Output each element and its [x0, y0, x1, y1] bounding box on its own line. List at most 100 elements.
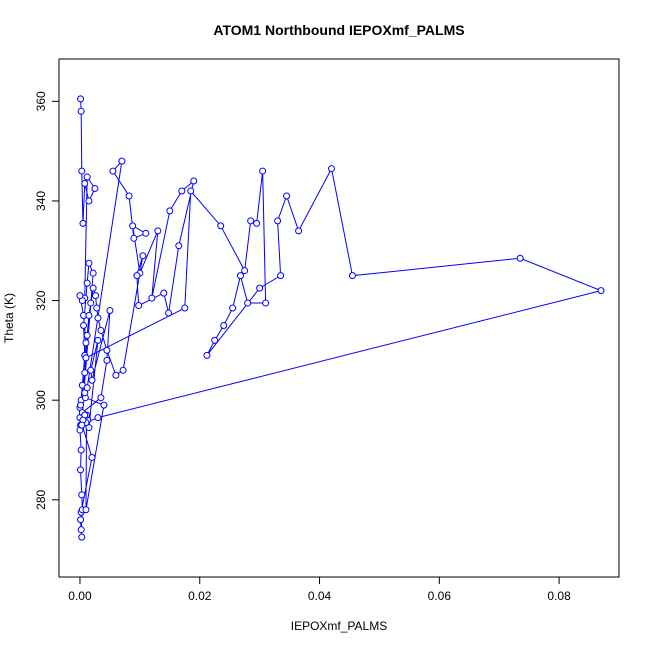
y-axis: 280 300 320 340 360: [34, 91, 60, 510]
data-point: [112, 371, 120, 379]
data-point: [148, 294, 156, 302]
data-point: [100, 401, 108, 409]
data-point: [253, 219, 261, 227]
data-point: [142, 229, 150, 237]
data-point: [119, 366, 127, 374]
data-point: [135, 302, 143, 310]
data-point: [211, 336, 219, 344]
data-point: [181, 304, 189, 312]
data-point: [77, 446, 85, 454]
data-point: [597, 287, 605, 295]
data-point: [92, 292, 100, 300]
data-point: [77, 95, 85, 103]
data-point: [85, 259, 93, 267]
data-point: [203, 351, 211, 359]
data-point: [187, 187, 195, 195]
data-point: [77, 516, 85, 524]
data-point: [190, 177, 198, 185]
data-point: [88, 376, 96, 384]
data-point: [89, 269, 97, 277]
data-point: [82, 339, 90, 347]
data-point: [118, 157, 126, 165]
data-point: [259, 167, 267, 175]
y-axis-label: Theta (K): [2, 293, 16, 343]
data-point: [94, 414, 102, 422]
data-point: [97, 394, 105, 402]
data-point: [85, 312, 93, 320]
data-point: [139, 252, 147, 260]
data-point: [94, 314, 102, 322]
data-point: [81, 369, 89, 377]
x-axis: 0.00 0.02 0.04 0.06 0.08: [68, 576, 571, 603]
data-point: [85, 197, 93, 205]
y-tick-label: 300: [34, 390, 48, 410]
data-point: [82, 506, 90, 514]
data-point: [83, 279, 91, 287]
data-point: [229, 304, 237, 312]
x-axis-label: IEPOXmf_PALMS: [291, 619, 387, 633]
data-point: [91, 185, 99, 192]
data-point: [220, 321, 228, 329]
data-point: [78, 421, 86, 429]
data-point: [77, 466, 85, 474]
y-tick-label: 320: [34, 290, 48, 310]
data-point: [109, 167, 117, 175]
plot-frame: [58, 58, 620, 578]
series-layer: [76, 95, 605, 541]
data-point: [130, 234, 138, 242]
data-point: [175, 242, 183, 250]
data-point: [77, 526, 85, 534]
y-tick-label: 340: [34, 191, 48, 211]
y-tick-label: 360: [34, 91, 48, 111]
data-point: [89, 284, 97, 292]
data-point: [77, 401, 85, 409]
data-point: [274, 217, 282, 225]
data-point: [87, 299, 95, 307]
data-point: [83, 173, 91, 181]
data-point: [256, 284, 264, 292]
data-point: [244, 299, 252, 307]
x-tick-label: 0.06: [428, 589, 452, 603]
data-point: [77, 107, 85, 115]
chart-title: ATOM1 Northbound IEPOXmf_PALMS: [213, 22, 464, 38]
data-point: [87, 366, 95, 374]
data-point: [93, 304, 101, 312]
data-point: [80, 321, 88, 329]
data-point: [133, 272, 141, 280]
data-point: [165, 309, 173, 317]
data-point: [82, 354, 90, 362]
data-point: [125, 192, 133, 200]
data-point: [81, 180, 89, 188]
x-tick-label: 0.02: [188, 589, 212, 603]
data-point: [79, 219, 87, 227]
data-point: [295, 227, 303, 235]
data-point: [241, 267, 249, 275]
data-point: [97, 326, 105, 334]
x-tick-label: 0.04: [308, 589, 332, 603]
data-point: [78, 167, 86, 175]
data-point: [154, 227, 162, 235]
data-point: [88, 453, 96, 461]
data-point: [160, 289, 168, 297]
data-point: [78, 491, 86, 499]
data-point: [83, 331, 91, 339]
data-point: [217, 222, 225, 230]
data-point: [103, 356, 111, 364]
data-point: [103, 346, 111, 354]
y-tick-label: 280: [34, 489, 48, 509]
data-point: [262, 299, 270, 307]
data-point: [348, 272, 356, 280]
data-point: [328, 165, 336, 173]
data-point: [129, 222, 137, 230]
x-tick-label: 0.00: [68, 589, 92, 603]
data-point: [94, 336, 102, 344]
series-line: [79, 98, 603, 538]
data-point: [236, 272, 244, 280]
data-point: [78, 533, 86, 541]
data-point: [516, 254, 524, 262]
data-point: [83, 384, 91, 392]
data-point: [283, 192, 291, 200]
data-point: [106, 307, 114, 315]
data-point: [85, 424, 93, 432]
